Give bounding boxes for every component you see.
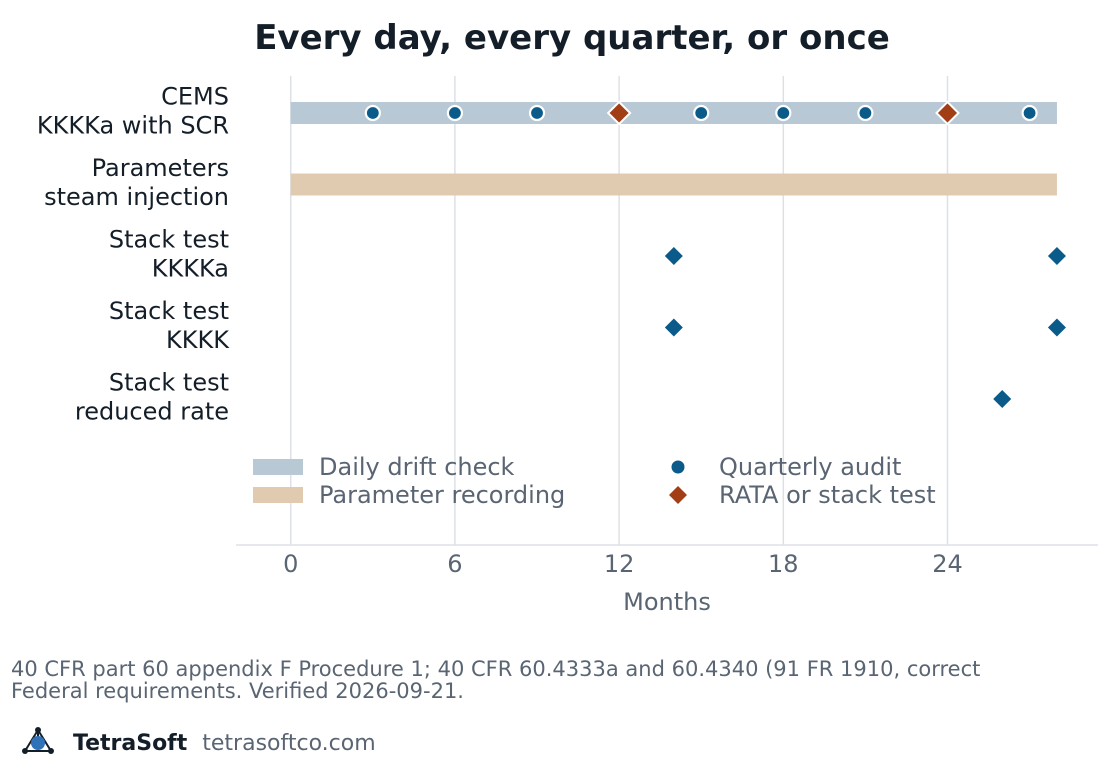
quarterly-audit-point	[364, 104, 381, 122]
quarterly-audit-point	[693, 104, 710, 122]
legend-label: Quarterly audit	[719, 453, 901, 481]
row-label: Stack test	[109, 297, 229, 325]
brand-footer: TetraSoft tetrasoftco.com	[20, 726, 376, 760]
timeline-chart: Every day, every quarter, or once CEMSKK…	[37, 18, 1098, 616]
row-label: KKKKa with SCR	[37, 112, 229, 140]
source-line-2: Federal requirements. Verified 2026-09-2…	[11, 679, 464, 703]
row-label: KKKKa	[152, 255, 229, 283]
x-tick-label: 6	[447, 550, 462, 578]
tetrahedron-molecule-icon	[22, 727, 54, 754]
legend-label: Daily drift check	[319, 453, 515, 481]
row-label: reduced rate	[75, 398, 229, 426]
stack-test-point	[1047, 247, 1066, 265]
row-label: Parameters	[92, 154, 229, 182]
legend-swatch-diamond	[669, 486, 687, 504]
legend-label: RATA or stack test	[719, 481, 936, 509]
quarterly-audit-point	[528, 104, 546, 122]
x-tick-label: 18	[768, 550, 799, 578]
source-line-1: 40 CFR part 60 appendix F Procedure 1; 4…	[11, 657, 981, 681]
parameter-recording-bar	[290, 173, 1057, 196]
row-label: Stack test	[109, 226, 229, 254]
x-axis-label: Months	[623, 588, 711, 616]
rata-test-point	[935, 100, 960, 126]
legend: Daily drift check Quarterly audit Paramete…	[253, 453, 936, 509]
chart-title: Every day, every quarter, or once	[254, 18, 890, 58]
legend-label: Parameter recording	[319, 481, 565, 509]
markers	[364, 100, 1066, 408]
quarterly-audit-point	[857, 104, 874, 122]
x-tick-label: 12	[604, 550, 635, 578]
source-note: 40 CFR part 60 appendix F Procedure 1; 4…	[11, 658, 1120, 702]
row-label: steam injection	[44, 183, 229, 211]
stack-test-point	[993, 390, 1012, 408]
row-label: Stack test	[109, 369, 229, 397]
row-label: KKKK	[166, 326, 230, 354]
quarterly-audit-point	[446, 104, 464, 122]
stack-test-point	[664, 318, 683, 337]
x-tick-labels: 0 6 12 18 24	[283, 550, 963, 578]
legend-swatch-bar	[253, 487, 303, 503]
brand-name: TetraSoft	[73, 730, 188, 756]
stack-test-point	[1047, 318, 1066, 337]
rata-test-point	[606, 100, 632, 126]
x-tick-label: 24	[932, 550, 963, 578]
stack-test-point	[664, 247, 683, 265]
legend-swatch-bar	[253, 459, 303, 475]
legend-swatch-circle	[671, 460, 685, 474]
brand-url[interactable]: tetrasoftco.com	[202, 730, 376, 756]
row-label: CEMS	[161, 83, 229, 111]
quarterly-audit-point	[1021, 104, 1038, 122]
quarterly-audit-point	[775, 104, 792, 122]
x-tick-label: 0	[283, 550, 298, 578]
